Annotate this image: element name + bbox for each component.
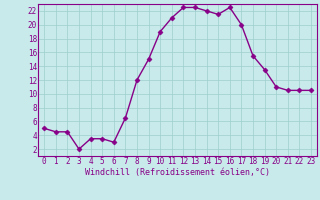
X-axis label: Windchill (Refroidissement éolien,°C): Windchill (Refroidissement éolien,°C) xyxy=(85,168,270,177)
